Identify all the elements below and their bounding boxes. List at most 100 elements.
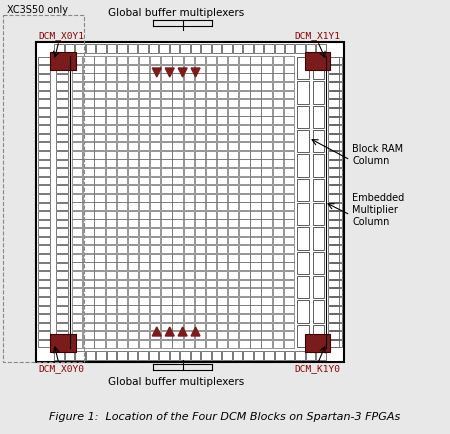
Bar: [217, 202, 227, 210]
Bar: [161, 91, 171, 99]
Bar: [106, 125, 116, 133]
Bar: [172, 151, 183, 158]
Bar: [106, 73, 116, 81]
Bar: [228, 331, 238, 339]
Bar: [117, 331, 127, 339]
Bar: [94, 288, 105, 296]
Bar: [212, 351, 221, 360]
Bar: [172, 263, 183, 270]
Bar: [195, 65, 205, 72]
Bar: [284, 142, 294, 150]
Bar: [217, 116, 227, 124]
Bar: [261, 185, 272, 193]
Bar: [72, 340, 82, 348]
Polygon shape: [178, 68, 187, 77]
Bar: [228, 177, 238, 184]
Bar: [328, 340, 339, 348]
Bar: [228, 108, 238, 115]
Bar: [56, 108, 68, 115]
Bar: [38, 125, 50, 133]
Bar: [261, 194, 272, 201]
Bar: [273, 159, 283, 167]
Bar: [139, 142, 149, 150]
Bar: [184, 65, 194, 72]
Bar: [328, 160, 339, 167]
Bar: [228, 82, 238, 90]
Bar: [128, 159, 138, 167]
Bar: [206, 185, 216, 193]
Bar: [330, 211, 342, 219]
Bar: [150, 314, 161, 322]
Bar: [150, 297, 161, 305]
Bar: [106, 99, 116, 107]
Bar: [239, 151, 250, 158]
Bar: [150, 263, 161, 270]
Bar: [76, 351, 85, 360]
Bar: [117, 116, 127, 124]
Bar: [172, 73, 183, 81]
Bar: [261, 202, 272, 210]
Bar: [273, 228, 283, 236]
Bar: [94, 194, 105, 201]
Bar: [56, 177, 68, 184]
Bar: [330, 288, 342, 296]
Bar: [261, 340, 272, 348]
Bar: [328, 271, 339, 279]
Bar: [184, 142, 194, 150]
Bar: [184, 263, 194, 270]
Bar: [72, 142, 82, 150]
Bar: [206, 56, 216, 64]
Bar: [250, 245, 261, 253]
Bar: [50, 334, 76, 352]
Bar: [184, 211, 194, 219]
Bar: [128, 177, 138, 184]
Bar: [106, 340, 116, 348]
Bar: [250, 297, 261, 305]
Bar: [228, 185, 238, 193]
Bar: [117, 168, 127, 176]
Bar: [170, 351, 179, 360]
Bar: [161, 185, 171, 193]
Bar: [228, 279, 238, 287]
Bar: [139, 91, 149, 99]
Bar: [72, 237, 82, 244]
Bar: [83, 322, 94, 330]
Bar: [128, 220, 138, 227]
Bar: [250, 237, 261, 244]
Bar: [195, 202, 205, 210]
Bar: [217, 108, 227, 115]
Bar: [284, 194, 294, 201]
Bar: [184, 99, 194, 107]
Bar: [83, 108, 94, 115]
Bar: [206, 211, 216, 219]
Bar: [284, 125, 294, 133]
Bar: [180, 351, 190, 360]
Bar: [330, 91, 342, 99]
Bar: [217, 65, 227, 72]
Bar: [206, 134, 216, 141]
Bar: [206, 168, 216, 176]
Bar: [261, 159, 272, 167]
Bar: [172, 125, 183, 133]
Bar: [217, 91, 227, 99]
Bar: [233, 44, 242, 53]
Bar: [261, 151, 272, 158]
Bar: [38, 56, 50, 64]
Bar: [56, 91, 68, 99]
Bar: [239, 56, 250, 64]
Bar: [128, 91, 138, 99]
Bar: [285, 44, 294, 53]
Bar: [228, 314, 238, 322]
Bar: [330, 108, 342, 115]
Bar: [195, 91, 205, 99]
Bar: [161, 177, 171, 184]
Polygon shape: [165, 68, 174, 77]
Bar: [330, 271, 342, 279]
Bar: [328, 142, 339, 150]
Bar: [239, 177, 250, 184]
Bar: [94, 228, 105, 236]
Bar: [139, 177, 149, 184]
Bar: [297, 57, 309, 79]
Bar: [139, 271, 149, 279]
Bar: [261, 288, 272, 296]
